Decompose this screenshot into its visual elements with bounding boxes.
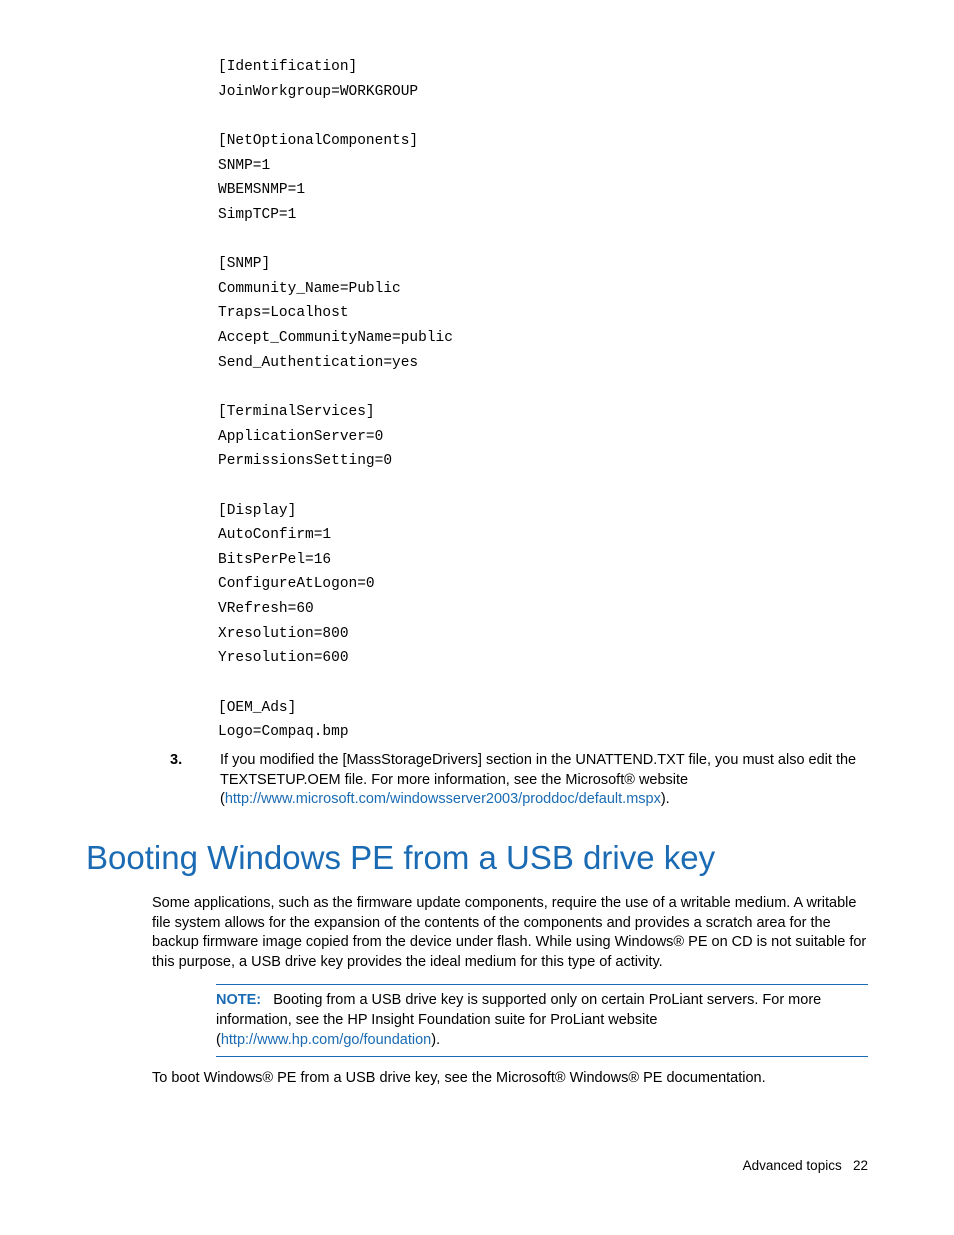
note-text-post: ). <box>431 1032 440 1048</box>
paragraph-1: Some applications, such as the firmware … <box>152 894 868 972</box>
step-3-post: ). <box>661 791 670 807</box>
section-heading: Booting Windows PE from a USB drive key <box>86 836 868 881</box>
note-pre <box>265 992 273 1008</box>
step-3-marker: 3. <box>170 751 182 771</box>
note-label: NOTE: <box>216 992 261 1008</box>
page-footer: Advanced topics 22 <box>743 1157 868 1175</box>
step-3-text: If you modified the [MassStorageDrivers]… <box>220 752 856 807</box>
ms-link[interactable]: http://www.microsoft.com/windowsserver20… <box>225 791 661 807</box>
step-3: 3. If you modified the [MassStorageDrive… <box>170 751 868 810</box>
footer-section: Advanced topics <box>743 1158 842 1173</box>
paragraph-2: To boot Windows® PE from a USB drive key… <box>152 1069 868 1089</box>
page: [Identification] JoinWorkgroup=WORKGROUP… <box>0 0 954 1235</box>
note-block: NOTE: Booting from a USB drive key is su… <box>216 984 868 1057</box>
hp-link[interactable]: http://www.hp.com/go/foundation <box>221 1032 431 1048</box>
config-code-block: [Identification] JoinWorkgroup=WORKGROUP… <box>218 55 868 745</box>
footer-page: 22 <box>853 1158 868 1173</box>
